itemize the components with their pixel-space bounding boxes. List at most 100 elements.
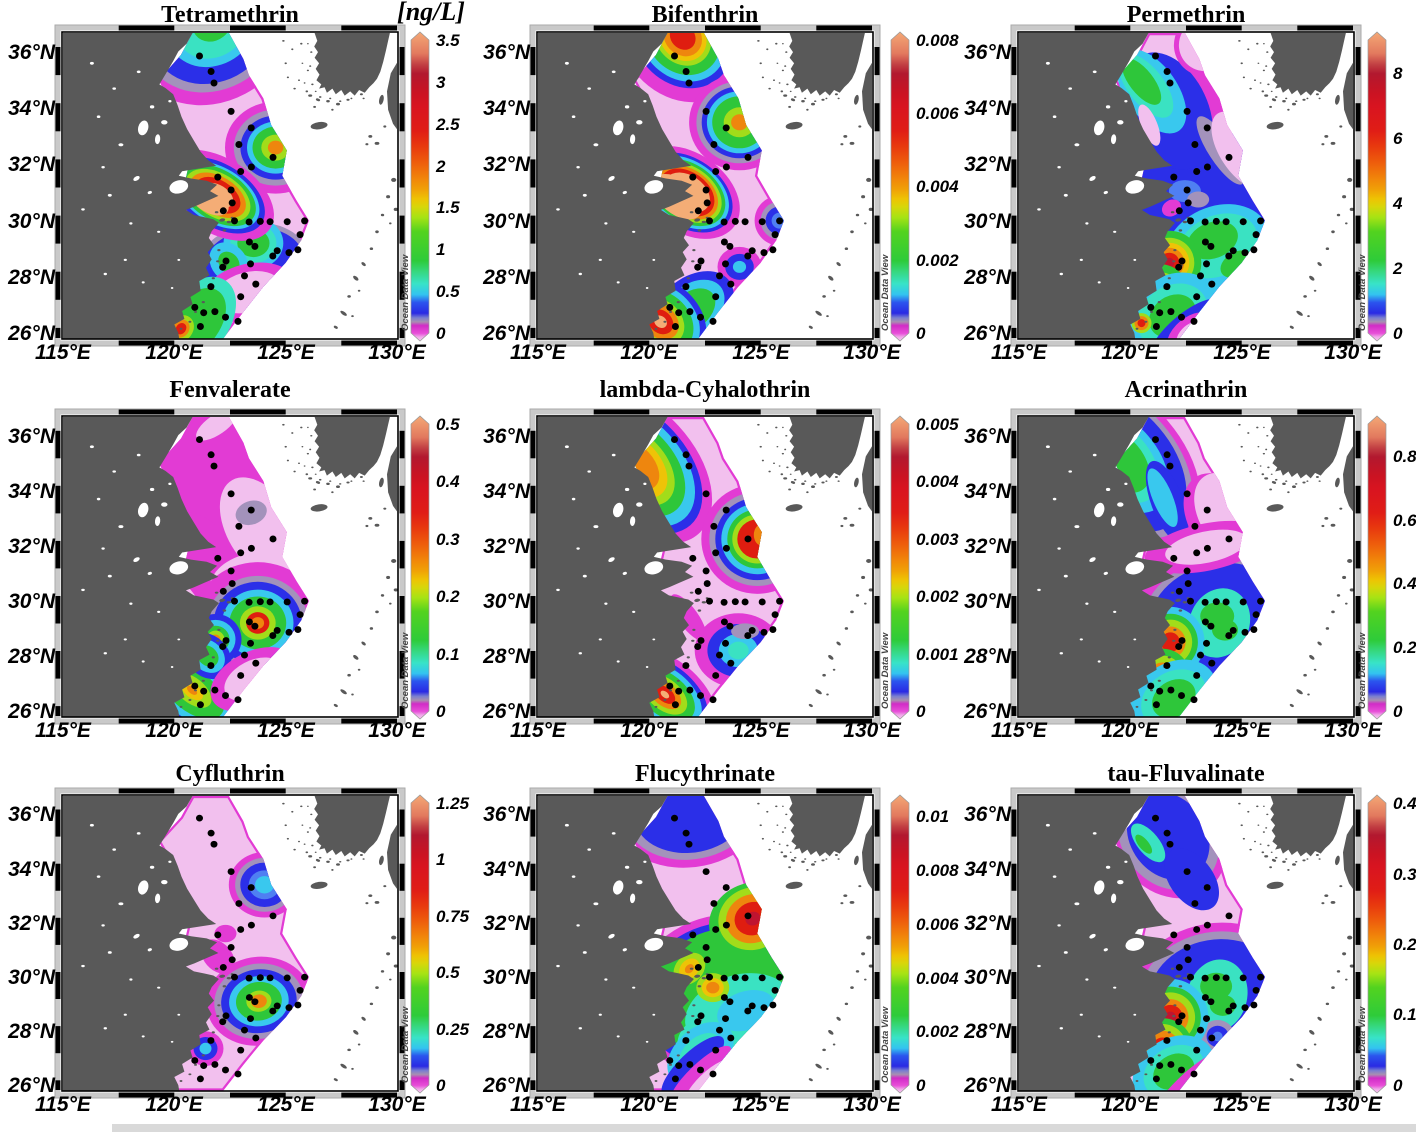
svg-text:28°N: 28°N xyxy=(963,266,1012,289)
svg-text:0.006: 0.006 xyxy=(916,104,959,123)
svg-text:26°N: 26°N xyxy=(7,322,56,345)
svg-text:0.008: 0.008 xyxy=(916,861,959,880)
svg-text:34°N: 34°N xyxy=(8,97,56,120)
svg-text:120°E: 120°E xyxy=(145,719,203,742)
svg-text:28°N: 28°N xyxy=(7,266,56,289)
svg-text:125°E: 125°E xyxy=(732,719,790,742)
svg-text:0: 0 xyxy=(916,1076,926,1095)
svg-text:120°E: 120°E xyxy=(620,719,678,742)
svg-text:Ocean Data View: Ocean Data View xyxy=(1357,1006,1368,1083)
svg-text:0.5: 0.5 xyxy=(436,282,460,301)
svg-text:0.004: 0.004 xyxy=(916,472,959,491)
svg-text:115°E: 115°E xyxy=(35,341,92,364)
svg-text:Ocean Data View: Ocean Data View xyxy=(880,1006,891,1083)
svg-text:130°E: 130°E xyxy=(368,719,426,742)
svg-text:1: 1 xyxy=(436,850,445,869)
svg-text:130°E: 130°E xyxy=(368,1093,426,1116)
svg-text:0.001: 0.001 xyxy=(916,645,959,664)
svg-text:34°N: 34°N xyxy=(483,858,531,881)
svg-text:34°N: 34°N xyxy=(964,858,1012,881)
svg-text:115°E: 115°E xyxy=(510,1093,567,1116)
svg-text:0.002: 0.002 xyxy=(916,1022,959,1041)
svg-text:0.1: 0.1 xyxy=(1393,1005,1416,1024)
svg-text:26°N: 26°N xyxy=(482,322,531,345)
svg-text:32°N: 32°N xyxy=(964,153,1012,176)
svg-text:36°N: 36°N xyxy=(483,425,531,448)
svg-text:28°N: 28°N xyxy=(7,1020,56,1043)
svg-text:130°E: 130°E xyxy=(1324,1093,1382,1116)
svg-text:tau-Fluvalinate: tau-Fluvalinate xyxy=(1107,761,1265,787)
svg-text:26°N: 26°N xyxy=(963,1074,1012,1097)
svg-text:0: 0 xyxy=(916,324,926,343)
svg-text:0.008: 0.008 xyxy=(916,31,959,50)
svg-text:34°N: 34°N xyxy=(8,858,56,881)
svg-text:Ocean Data View: Ocean Data View xyxy=(400,632,411,709)
svg-text:34°N: 34°N xyxy=(8,480,56,503)
svg-text:3.5: 3.5 xyxy=(436,31,460,50)
svg-text:Acrinathrin: Acrinathrin xyxy=(1125,377,1248,403)
svg-text:32°N: 32°N xyxy=(8,912,56,935)
svg-text:120°E: 120°E xyxy=(145,1093,203,1116)
svg-text:2.5: 2.5 xyxy=(435,115,460,134)
svg-text:1: 1 xyxy=(436,240,445,259)
svg-text:30°N: 30°N xyxy=(8,210,56,233)
svg-text:1.5: 1.5 xyxy=(436,198,460,217)
svg-text:115°E: 115°E xyxy=(510,719,567,742)
svg-text:115°E: 115°E xyxy=(35,719,92,742)
svg-text:[ng/L]: [ng/L] xyxy=(397,0,465,26)
svg-text:120°E: 120°E xyxy=(620,1093,678,1116)
svg-text:130°E: 130°E xyxy=(843,341,901,364)
svg-text:28°N: 28°N xyxy=(482,1020,531,1043)
svg-text:32°N: 32°N xyxy=(483,153,531,176)
svg-text:30°N: 30°N xyxy=(483,210,531,233)
svg-text:Ocean Data View: Ocean Data View xyxy=(1357,254,1368,331)
svg-text:0: 0 xyxy=(1393,324,1403,343)
svg-text:34°N: 34°N xyxy=(483,480,531,503)
svg-text:28°N: 28°N xyxy=(482,266,531,289)
svg-text:0.2: 0.2 xyxy=(1393,638,1416,657)
svg-text:0.3: 0.3 xyxy=(1393,865,1416,884)
svg-text:120°E: 120°E xyxy=(1101,341,1159,364)
svg-text:0.002: 0.002 xyxy=(916,587,959,606)
svg-text:32°N: 32°N xyxy=(483,912,531,935)
svg-text:26°N: 26°N xyxy=(963,700,1012,723)
svg-text:0: 0 xyxy=(436,324,446,343)
svg-text:0: 0 xyxy=(436,1076,446,1095)
svg-text:28°N: 28°N xyxy=(963,1020,1012,1043)
svg-text:28°N: 28°N xyxy=(7,645,56,668)
svg-text:26°N: 26°N xyxy=(7,1074,56,1097)
svg-text:28°N: 28°N xyxy=(963,645,1012,668)
svg-text:30°N: 30°N xyxy=(964,590,1012,613)
svg-text:36°N: 36°N xyxy=(8,803,56,826)
svg-text:34°N: 34°N xyxy=(483,97,531,120)
svg-text:125°E: 125°E xyxy=(1213,719,1271,742)
svg-text:36°N: 36°N xyxy=(964,803,1012,826)
svg-text:30°N: 30°N xyxy=(483,966,531,989)
svg-text:0.1: 0.1 xyxy=(436,645,460,664)
svg-text:Tetramethrin: Tetramethrin xyxy=(161,2,299,28)
svg-text:0: 0 xyxy=(1393,1076,1403,1095)
svg-text:1.25: 1.25 xyxy=(436,794,470,813)
svg-text:115°E: 115°E xyxy=(991,1093,1048,1116)
svg-text:2: 2 xyxy=(435,157,446,176)
svg-text:32°N: 32°N xyxy=(964,912,1012,935)
svg-text:34°N: 34°N xyxy=(964,480,1012,503)
svg-text:36°N: 36°N xyxy=(483,41,531,64)
svg-text:115°E: 115°E xyxy=(510,341,567,364)
svg-text:125°E: 125°E xyxy=(257,1093,315,1116)
svg-text:115°E: 115°E xyxy=(991,341,1048,364)
svg-text:Cyfluthrin: Cyfluthrin xyxy=(175,761,284,787)
svg-text:0.004: 0.004 xyxy=(916,177,959,196)
svg-text:0.4: 0.4 xyxy=(436,472,460,491)
svg-text:Ocean Data View: Ocean Data View xyxy=(880,254,891,331)
svg-text:0: 0 xyxy=(916,702,926,721)
svg-text:36°N: 36°N xyxy=(8,425,56,448)
svg-text:0.006: 0.006 xyxy=(916,915,959,934)
svg-text:0.6: 0.6 xyxy=(1393,511,1416,530)
svg-text:0.005: 0.005 xyxy=(916,415,959,434)
svg-text:0.3: 0.3 xyxy=(436,530,460,549)
svg-text:8: 8 xyxy=(1393,64,1403,83)
svg-text:0.8: 0.8 xyxy=(1393,447,1416,466)
svg-text:0.2: 0.2 xyxy=(1393,935,1416,954)
svg-text:0.4: 0.4 xyxy=(1393,574,1416,593)
